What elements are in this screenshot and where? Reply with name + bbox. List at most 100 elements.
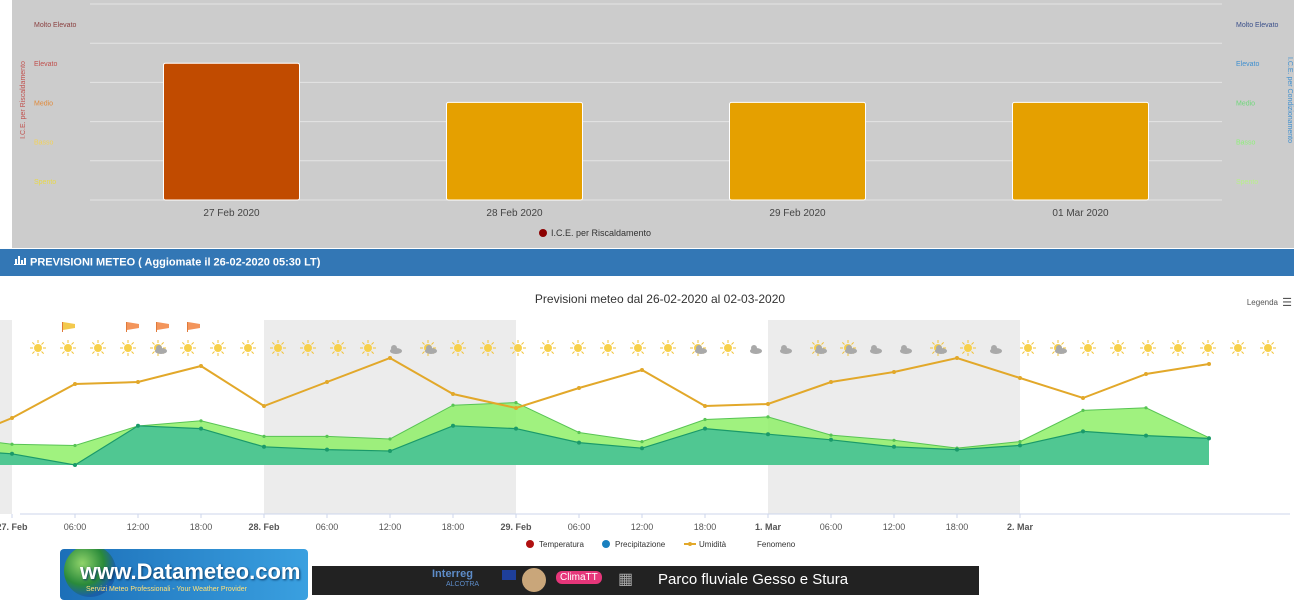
legend-button[interactable]: Legenda <box>1246 298 1278 307</box>
sun-ray <box>341 341 345 345</box>
precip-point <box>1081 429 1085 434</box>
x-tick-label: 06:00 <box>820 522 843 532</box>
x-tick-label: 28. Feb <box>248 522 280 532</box>
partly-cloudy-icon <box>810 340 827 356</box>
sun-ray <box>101 341 105 345</box>
meteo-chart-title: Previsioni meteo dal 26-02-2020 al 02-03… <box>534 292 786 306</box>
humidity-point <box>577 386 581 390</box>
sun-ray <box>551 341 555 345</box>
ice-right-level-label: Elevato <box>1236 61 1259 68</box>
wind-sock-pole <box>187 322 188 332</box>
green-point <box>199 419 203 423</box>
precip-point <box>892 444 896 449</box>
wind-sock-icon <box>187 322 200 332</box>
cloud-icon <box>750 345 762 354</box>
precip-point <box>514 426 518 431</box>
bar-chart-icon <box>14 249 26 276</box>
sun-ray <box>931 341 935 345</box>
humidity-point <box>1207 362 1211 366</box>
green-point <box>262 434 266 438</box>
ice-category-label: 27 Feb 2020 <box>203 208 260 219</box>
partly-cloudy-icon <box>420 340 437 356</box>
sun-icon <box>1260 340 1276 356</box>
cloud-puff <box>936 345 942 351</box>
sun-ray <box>971 351 975 355</box>
sun-icon <box>1110 340 1126 356</box>
sun-ray <box>1031 341 1035 345</box>
cloud-puff <box>426 345 432 351</box>
ice-category-label: 01 Mar 2020 <box>1052 208 1109 219</box>
x-tick-label: 12:00 <box>883 522 906 532</box>
partners-bar: Interreg ALCOTRA ClimaTT ▦ Parco fluvial… <box>312 566 979 595</box>
ice-left-level-label: Basso <box>34 140 54 147</box>
sun-ray <box>121 341 125 345</box>
sun-ray <box>541 351 545 355</box>
humidity-point <box>640 368 644 372</box>
sun-disc <box>1174 344 1182 352</box>
wind-sock-icon <box>62 322 75 332</box>
sun-ray <box>371 351 375 355</box>
hamburger-menu-icon[interactable]: ☰ <box>1282 297 1292 309</box>
sun-ray <box>421 341 425 345</box>
precip-point <box>199 426 203 431</box>
sun-ray <box>1081 351 1085 355</box>
sun-icon <box>30 340 46 356</box>
sun-ray <box>971 341 975 345</box>
meteo-chart: 06:00 12:00 18:00 27. Feb 06:00 12:00 18:00 28.… <box>0 320 1290 549</box>
ice-right-level-label: Molto Elevato <box>1236 22 1279 29</box>
sun-icon <box>660 340 676 356</box>
sun-ray <box>671 341 675 345</box>
sun-ray <box>601 351 605 355</box>
humidity-point <box>10 416 14 420</box>
sun-ray <box>1241 351 1245 355</box>
sun-ray <box>1121 351 1125 355</box>
sun-ray <box>1151 341 1155 345</box>
green-point <box>10 442 14 446</box>
sun-ray <box>1121 341 1125 345</box>
sun-disc <box>214 344 222 352</box>
sun-ray <box>361 351 365 355</box>
cloud-puff <box>751 345 757 351</box>
x-tick-label: 18:00 <box>442 522 465 532</box>
humidity-point <box>388 356 392 360</box>
sun-ray <box>91 351 95 355</box>
sun-ray <box>121 351 125 355</box>
alcotra-label: ALCOTRA <box>446 581 480 588</box>
sun-ray <box>571 351 575 355</box>
sun-ray <box>581 351 585 355</box>
sun-ray <box>91 341 95 345</box>
sun-ray <box>1051 341 1055 345</box>
legend-temp-marker <box>526 540 534 548</box>
sun-icon <box>960 340 976 356</box>
sun-ray <box>571 341 575 345</box>
sun-ray <box>1141 351 1145 355</box>
sun-icon <box>360 340 376 356</box>
sun-ray <box>281 341 285 345</box>
sun-ray <box>941 341 945 345</box>
ice-bar <box>446 101 583 201</box>
sun-ray <box>481 351 485 355</box>
logo-tagline: Servizi Meteo Professionali - Your Weath… <box>86 586 247 593</box>
datameteo-logo[interactable]: www.Datameteo.com Servizi Meteo Professi… <box>60 549 308 600</box>
eu-flag-icon <box>502 570 516 580</box>
sun-disc <box>274 344 282 352</box>
sun-ray <box>1231 351 1235 355</box>
sun-ray <box>451 351 455 355</box>
night-band <box>0 320 12 514</box>
sun-ray <box>731 351 735 355</box>
precip-point <box>703 426 707 431</box>
legend-humidity-label: Umidità <box>699 540 727 549</box>
ice-chart: Molto Elevato Elevato Medio Basso Spento Molt… <box>20 3 1293 238</box>
sun-ray <box>41 351 45 355</box>
legend-temp-label: Temperatura <box>539 540 584 549</box>
humidity-point <box>892 370 896 374</box>
sun-ray <box>461 341 465 345</box>
sun-ray <box>611 351 615 355</box>
precip-point <box>388 449 392 453</box>
sun-ray <box>251 341 255 345</box>
partly-cloudy-icon <box>840 340 857 356</box>
legend-precip-label: Precipitazione <box>615 540 666 549</box>
sun-ray <box>1181 341 1185 345</box>
cloud-puff <box>156 345 162 351</box>
night-band <box>768 320 1020 514</box>
